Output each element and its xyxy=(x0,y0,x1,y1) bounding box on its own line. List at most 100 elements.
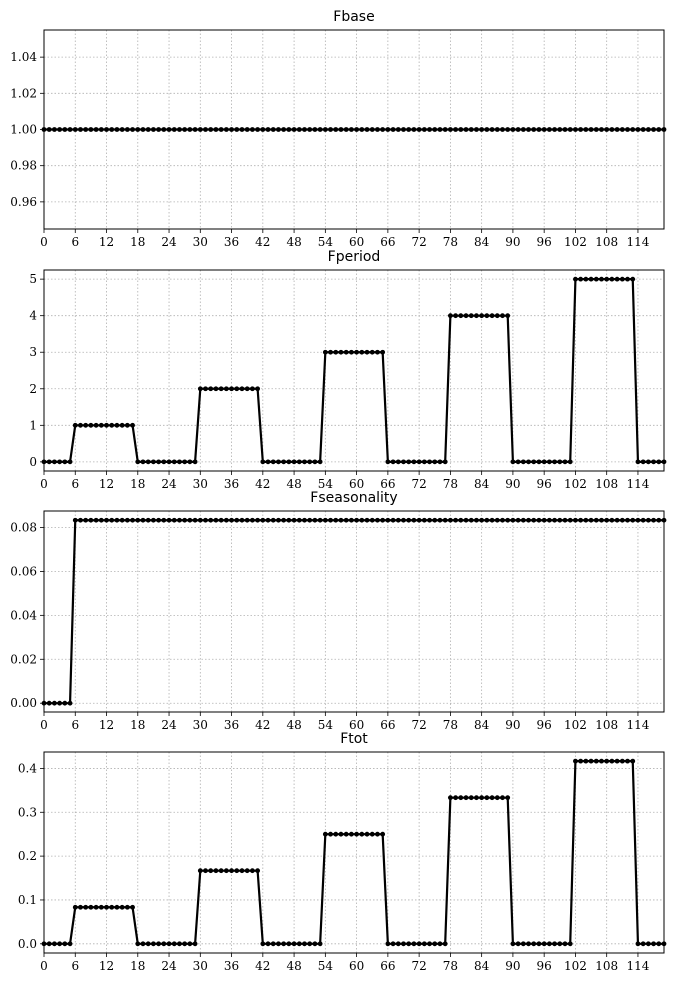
y-tick-label: 4 xyxy=(29,309,37,323)
data-point xyxy=(83,904,89,910)
data-point xyxy=(640,941,646,947)
panel-2: 0 6 12 18 24 30 36 42 48 54 60 66 72 78 84 90 96 102 108 11… xyxy=(29,249,667,491)
data-point xyxy=(239,517,245,523)
data-point xyxy=(307,459,313,465)
data-point xyxy=(281,459,287,465)
data-point xyxy=(197,517,203,523)
data-point xyxy=(130,904,135,910)
data-point xyxy=(255,517,261,523)
data-point xyxy=(453,795,458,801)
x-tick-label: 108 xyxy=(595,959,618,973)
data-point xyxy=(416,459,422,465)
data-point xyxy=(500,313,505,319)
x-tick-label: 12 xyxy=(99,477,114,491)
data-point xyxy=(380,517,386,523)
data-point xyxy=(208,868,214,874)
data-point xyxy=(187,517,193,523)
data-point xyxy=(395,941,401,947)
data-point xyxy=(515,459,521,465)
data-point xyxy=(541,459,547,465)
data-point xyxy=(562,941,568,947)
x-tick-label: 72 xyxy=(411,959,426,973)
data-point xyxy=(255,386,261,392)
data-point xyxy=(93,422,99,428)
data-point xyxy=(156,941,162,947)
data-point xyxy=(78,127,83,132)
data-point xyxy=(557,127,563,132)
data-point xyxy=(333,127,339,132)
data-point xyxy=(635,127,641,132)
data-point xyxy=(171,459,177,465)
data-point xyxy=(328,831,333,837)
data-point xyxy=(177,127,182,132)
data-point xyxy=(286,941,292,947)
x-tick-label: 84 xyxy=(474,718,490,732)
data-point xyxy=(46,459,52,465)
data-point xyxy=(83,422,89,428)
x-tick-label: 18 xyxy=(130,477,145,491)
axes-frame xyxy=(43,510,665,713)
data-point xyxy=(229,868,234,874)
data-point xyxy=(223,127,229,132)
x-tick-label: 48 xyxy=(286,959,301,973)
x-tick-label: 12 xyxy=(99,235,114,249)
data-point xyxy=(229,127,234,132)
data-point xyxy=(364,127,370,132)
x-tick-label: 54 xyxy=(318,235,334,249)
data-point xyxy=(546,459,552,465)
data-point xyxy=(83,127,89,132)
data-point xyxy=(98,517,104,523)
data-point xyxy=(312,127,318,132)
data-point xyxy=(265,941,271,947)
x-tick-label: 114 xyxy=(626,959,649,973)
data-point xyxy=(213,517,219,523)
data-point xyxy=(599,127,604,132)
series-line xyxy=(44,278,664,463)
data-point xyxy=(421,941,427,947)
x-tick-label: 72 xyxy=(411,477,426,491)
data-point xyxy=(255,127,261,132)
data-point xyxy=(317,517,323,523)
data-point xyxy=(197,868,203,874)
data-point xyxy=(411,941,417,947)
data-point xyxy=(510,459,516,465)
data-point xyxy=(406,941,412,947)
data-point xyxy=(322,127,328,132)
x-tick-label: 72 xyxy=(411,235,426,249)
data-point xyxy=(114,422,120,428)
data-point xyxy=(244,127,250,132)
data-point xyxy=(489,313,495,319)
data-point xyxy=(494,517,500,523)
data-point xyxy=(343,127,349,132)
data-point xyxy=(354,831,360,837)
data-point xyxy=(427,459,432,465)
data-point xyxy=(88,517,94,523)
data-point xyxy=(291,941,297,947)
data-point xyxy=(427,127,432,132)
data-point xyxy=(57,941,63,947)
x-tick-label: 6 xyxy=(71,477,79,491)
data-point xyxy=(520,941,526,947)
data-point xyxy=(218,868,224,874)
data-point xyxy=(177,941,182,947)
data-point xyxy=(625,127,630,132)
data-point xyxy=(234,868,240,874)
data-point xyxy=(364,349,370,355)
data-point xyxy=(296,459,302,465)
data-point xyxy=(416,941,422,947)
data-point xyxy=(432,127,438,132)
data-point xyxy=(286,127,292,132)
data-point xyxy=(276,127,281,132)
data-point xyxy=(385,127,391,132)
data-point xyxy=(182,517,188,523)
data-point xyxy=(135,459,141,465)
data-point xyxy=(479,795,485,801)
x-tick-label: 48 xyxy=(286,235,301,249)
data-point xyxy=(333,831,339,837)
data-point xyxy=(281,517,287,523)
x-tick-label: 114 xyxy=(626,718,649,732)
data-point xyxy=(192,941,198,947)
x-tick-label: 0 xyxy=(40,959,48,973)
data-point xyxy=(463,313,469,319)
data-point xyxy=(599,758,604,764)
